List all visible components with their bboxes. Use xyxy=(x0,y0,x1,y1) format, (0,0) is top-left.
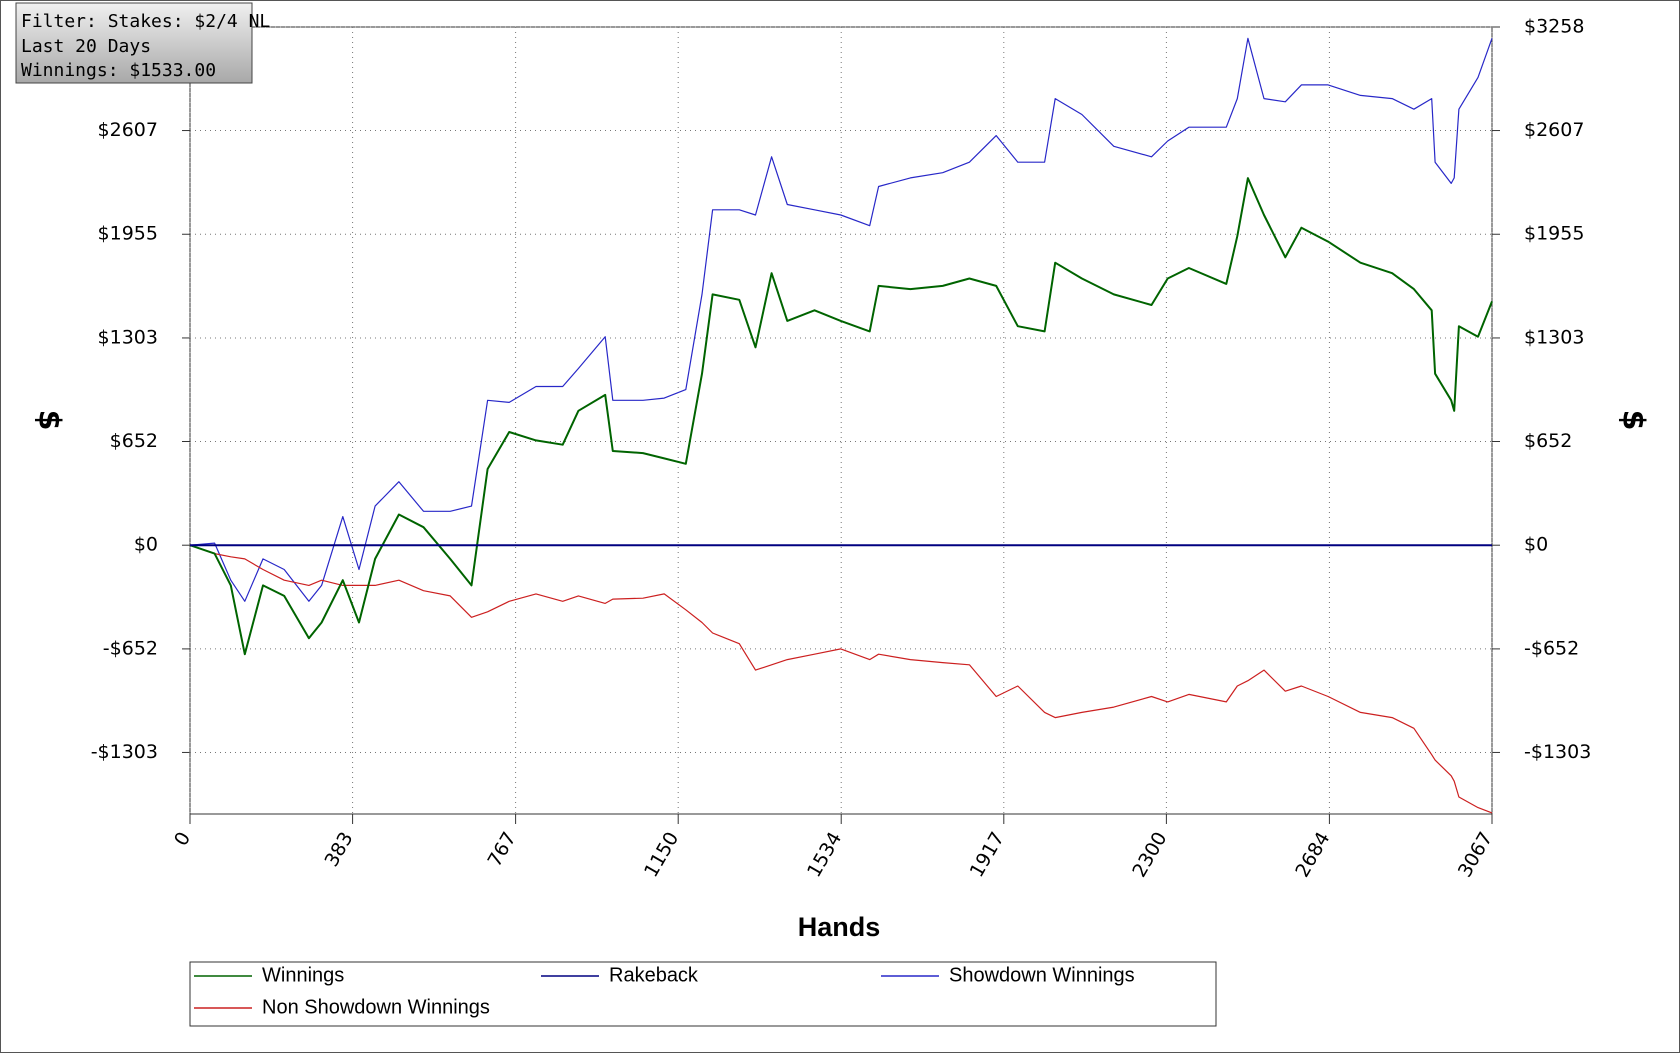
filter-text: Last 20 Days xyxy=(21,36,151,57)
y2-tick-label: $3258 xyxy=(1524,16,1584,38)
y-tick-label: $2607 xyxy=(98,119,158,141)
y2-tick-label: $1955 xyxy=(1524,223,1584,245)
y2-tick-label: -$652 xyxy=(1524,637,1579,659)
y-tick-label: $652 xyxy=(110,430,158,452)
plot-area xyxy=(189,26,1493,815)
filter-box xyxy=(15,2,253,84)
y-axis-title: $ xyxy=(32,410,67,431)
series-line xyxy=(189,37,1493,602)
filter-text: Winnings: $1533.00 xyxy=(21,60,216,81)
y2-tick-label: $1303 xyxy=(1524,326,1584,348)
y-tick-label: $1303 xyxy=(98,326,158,348)
legend-label: Showdown Winnings xyxy=(949,964,1135,986)
y-tick-label: -$652 xyxy=(103,637,158,659)
legend-label: Rakeback xyxy=(609,964,699,986)
x-axis-title: Hands xyxy=(798,912,881,942)
y-tick-label: -$1303 xyxy=(91,741,158,763)
y2-axis-title: $ xyxy=(1616,410,1651,431)
y2-tick-label: -$1303 xyxy=(1524,741,1591,763)
series-line xyxy=(189,177,1493,656)
legend-box xyxy=(189,961,1217,1027)
legend-label: Non Showdown Winnings xyxy=(262,996,490,1018)
y-tick-label: $1955 xyxy=(98,223,158,245)
y2-tick-label: $2607 xyxy=(1524,119,1584,141)
y2-tick-label: $652 xyxy=(1524,430,1572,452)
legend-label: Winnings xyxy=(262,964,344,986)
y-tick-label: $0 xyxy=(134,534,158,556)
y2-tick-label: $0 xyxy=(1524,534,1548,556)
filter-text: Filter: Stakes: $2/4 NL xyxy=(21,11,270,32)
series-line xyxy=(189,544,1493,814)
